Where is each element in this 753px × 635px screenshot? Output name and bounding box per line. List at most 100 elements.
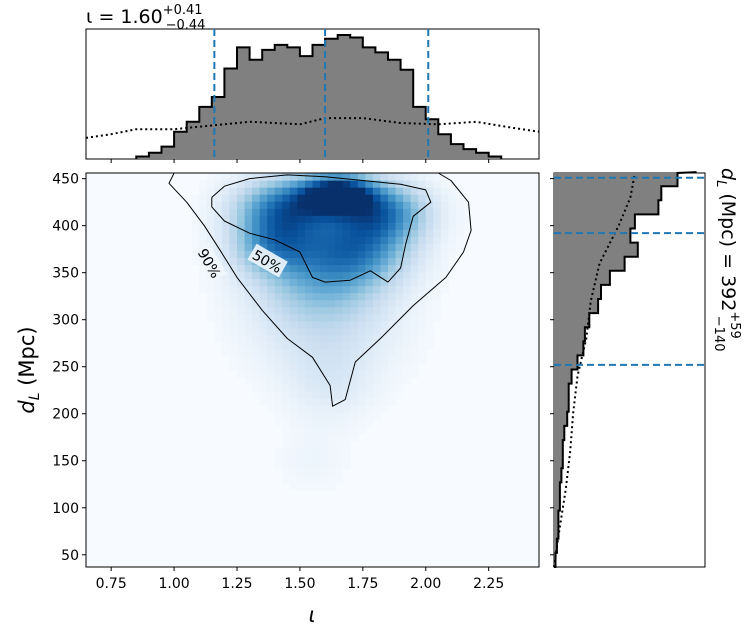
heatmap-cell xyxy=(267,229,276,237)
heatmap-cell xyxy=(357,194,366,202)
heatmap-cell xyxy=(403,299,412,308)
heatmap-cell xyxy=(267,384,276,392)
heatmap-cell xyxy=(410,320,419,329)
heatmap-cell xyxy=(274,306,283,315)
top-hist-bar xyxy=(350,37,364,159)
heatmap-cell xyxy=(320,257,329,266)
heatmap-cell xyxy=(221,285,231,294)
heatmap-cell xyxy=(320,180,329,188)
heatmap-cell xyxy=(372,299,382,308)
x-tick-label: 2.00 xyxy=(410,576,441,592)
heatmap-cell xyxy=(418,236,427,244)
heatmap-cell xyxy=(297,348,306,357)
heatmap-cell xyxy=(448,208,457,216)
heatmap-cell xyxy=(304,250,314,259)
heatmap-cell xyxy=(297,285,306,294)
heatmap-cell xyxy=(357,285,366,294)
heatmap-cell xyxy=(388,194,397,202)
heatmap-cell xyxy=(357,201,366,209)
heatmap-cell xyxy=(448,257,457,266)
heatmap-cell xyxy=(274,208,283,216)
heatmap-cell xyxy=(380,334,389,343)
heatmap-cell xyxy=(388,187,397,195)
heatmap-cell xyxy=(395,306,404,315)
right-hist-bar xyxy=(554,510,559,526)
heatmap-cell xyxy=(252,327,261,336)
density-heatmap xyxy=(86,173,539,567)
heatmap-cell xyxy=(320,391,329,399)
heatmap-cell xyxy=(237,180,246,188)
heatmap-cell xyxy=(335,320,344,329)
heatmap-cell xyxy=(274,447,283,456)
heatmap-cell xyxy=(388,285,397,294)
heatmap-cell xyxy=(350,377,359,385)
heatmap-cell xyxy=(267,180,276,188)
heatmap-cell xyxy=(418,208,427,216)
heatmap-cell xyxy=(395,377,404,385)
heatmap-cell xyxy=(267,271,276,280)
right-hist-bar xyxy=(554,482,560,497)
heatmap-cell xyxy=(274,370,283,378)
top-hist-bar xyxy=(262,49,276,159)
heatmap-cell xyxy=(350,292,359,301)
heatmap-cell xyxy=(229,355,238,364)
contour-50-line xyxy=(211,174,432,283)
heatmap-cell xyxy=(335,348,344,357)
heatmap-cell xyxy=(327,313,336,322)
heatmap-cell xyxy=(395,313,404,322)
heatmap-cell xyxy=(199,222,208,230)
heatmap-cell xyxy=(304,306,314,315)
heatmap-cell xyxy=(206,229,215,237)
y-tick-label: 150 xyxy=(52,454,79,470)
heatmap-cell xyxy=(403,341,412,350)
heatmap-cell xyxy=(403,194,412,202)
heatmap-cell xyxy=(267,243,276,251)
heatmap-cell xyxy=(365,257,374,266)
top-hist-bar xyxy=(249,59,263,159)
heatmap-cell xyxy=(365,236,374,244)
top-hist-bar xyxy=(274,44,288,159)
heatmap-cell xyxy=(274,187,283,195)
heatmap-cell xyxy=(297,412,306,420)
heatmap-cell xyxy=(357,320,366,329)
heatmap-cell xyxy=(289,257,298,266)
heatmap-cell xyxy=(274,278,283,287)
heatmap-cell xyxy=(267,405,276,413)
heatmap-cell xyxy=(388,313,397,322)
heatmap-cell xyxy=(410,271,419,280)
heatmap-cell xyxy=(282,370,291,378)
heatmap-cell xyxy=(274,292,283,301)
heatmap-cell xyxy=(410,173,419,181)
heatmap-cell xyxy=(214,306,223,315)
heatmap-cell xyxy=(372,391,382,399)
heatmap-cell xyxy=(304,426,314,434)
heatmap-cell xyxy=(259,236,268,244)
heatmap-cell xyxy=(252,384,261,392)
heatmap-cell xyxy=(252,215,261,223)
heatmap-cell xyxy=(320,412,329,420)
heatmap-cell xyxy=(410,306,419,315)
heatmap-cell xyxy=(289,461,298,470)
heatmap-cell xyxy=(320,194,329,202)
heatmap-cell xyxy=(372,250,382,259)
heatmap-cell xyxy=(380,327,389,336)
heatmap-cell xyxy=(372,215,382,223)
heatmap-cell xyxy=(350,180,359,188)
heatmap-cell xyxy=(335,292,344,301)
heatmap-cell xyxy=(433,292,442,301)
heatmap-cell xyxy=(395,236,404,244)
heatmap-cell xyxy=(297,313,306,322)
heatmap-cell xyxy=(418,355,427,364)
heatmap-cell xyxy=(365,370,374,378)
heatmap-cell xyxy=(244,187,253,195)
heatmap-cell xyxy=(297,215,306,223)
heatmap-cell xyxy=(335,447,344,456)
heatmap-cell xyxy=(320,355,329,364)
heatmap-cell xyxy=(304,194,314,202)
heatmap-cell xyxy=(289,454,298,463)
heatmap-cell xyxy=(274,405,283,413)
heatmap-cell xyxy=(297,377,306,385)
heatmap-cell xyxy=(433,180,442,188)
heatmap-cell xyxy=(214,222,223,230)
